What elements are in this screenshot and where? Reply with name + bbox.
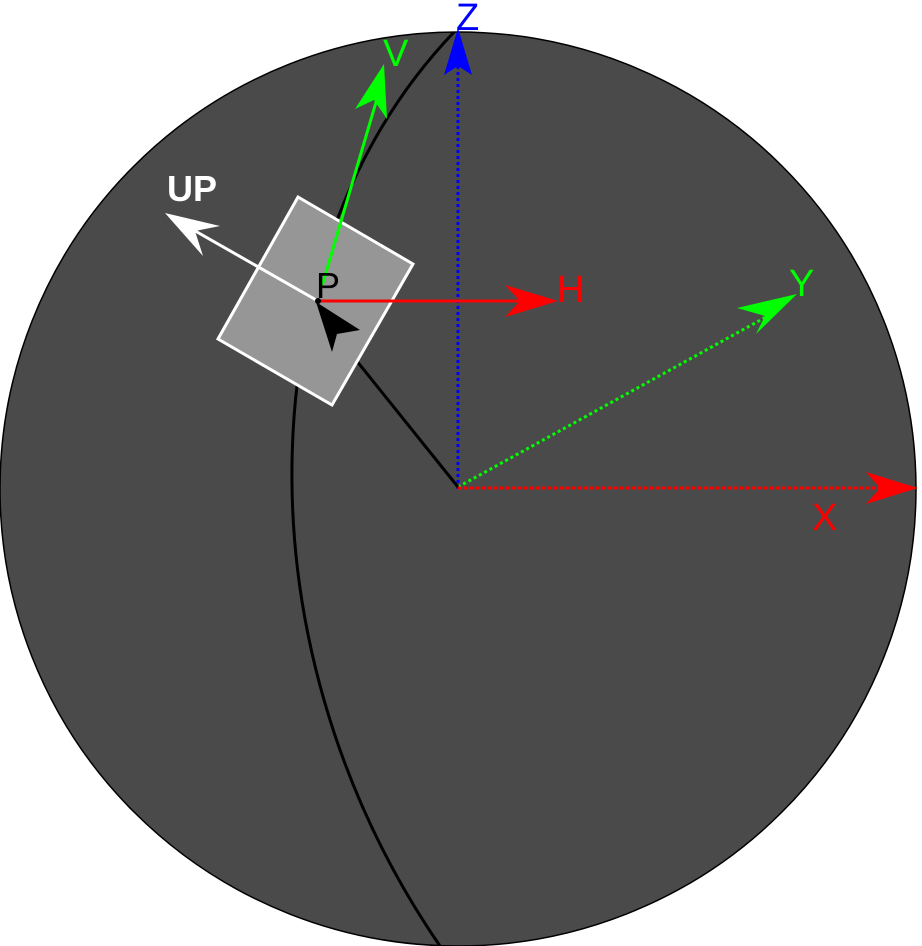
v-vector-arrowhead <box>355 64 387 119</box>
z-axis-label: Z <box>456 0 479 39</box>
y-axis-arrowhead <box>737 294 797 334</box>
point-p-label: P <box>316 265 340 306</box>
h-vector-arrowhead <box>505 285 558 317</box>
p-vector-line <box>350 354 460 488</box>
z-axis-arrowhead <box>444 28 472 75</box>
up-vector-label: UP <box>167 168 217 209</box>
point-p-marker <box>315 298 321 304</box>
y-axis-label: Y <box>789 263 814 305</box>
y-axis-line <box>457 310 776 489</box>
p-vector-arrowhead <box>316 302 360 352</box>
meridian-arc <box>290 32 460 946</box>
up-vector-arrowhead <box>165 213 220 256</box>
v-vector-label: V <box>383 33 409 75</box>
h-vector-label: H <box>557 269 584 311</box>
v-vector-line <box>320 91 381 287</box>
up-vector-line <box>189 226 319 303</box>
x-axis-label: X <box>812 497 837 539</box>
x-axis-arrowhead <box>866 472 918 504</box>
